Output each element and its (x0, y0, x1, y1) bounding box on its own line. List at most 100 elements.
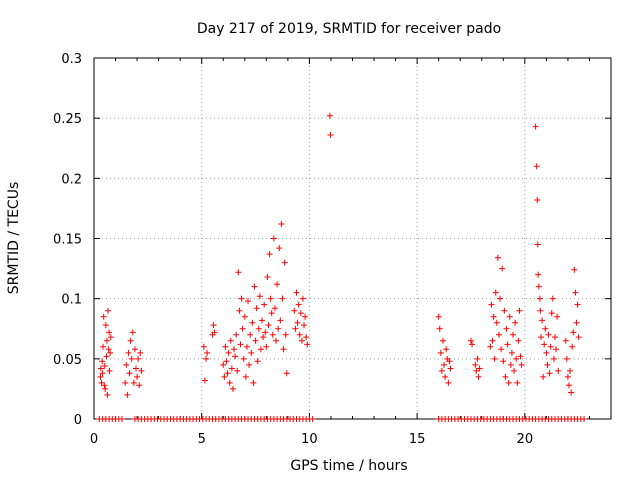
data-point (130, 379, 137, 386)
data-point (122, 379, 129, 386)
data-point (106, 367, 113, 374)
data-point (554, 313, 561, 320)
data-point (203, 355, 210, 362)
data-point (136, 382, 143, 389)
data-point (509, 331, 516, 338)
data-point (542, 325, 549, 332)
data-point (545, 331, 552, 338)
data-point (275, 325, 282, 332)
data-point (574, 301, 581, 308)
data-point (105, 307, 112, 314)
data-point (124, 391, 131, 398)
data-point (241, 313, 248, 320)
data-point (550, 355, 557, 362)
data-point (501, 307, 508, 314)
data-point (535, 283, 542, 290)
data-point (571, 266, 578, 273)
data-point (534, 241, 541, 248)
data-point (446, 358, 453, 365)
data-point (125, 349, 132, 356)
data-point (498, 346, 505, 353)
data-point (565, 382, 572, 389)
data-point (263, 343, 270, 350)
data-point (127, 337, 134, 344)
data-point (539, 317, 546, 324)
data-point (232, 353, 239, 360)
data-point (220, 361, 227, 368)
data-point (267, 295, 274, 302)
data-point (515, 337, 522, 344)
x-tick-label: 0 (90, 432, 98, 447)
data-point (303, 334, 310, 341)
x-axis-label: GPS time / hours (290, 458, 407, 474)
data-point (131, 346, 138, 353)
data-point (569, 343, 576, 350)
data-point (268, 310, 275, 317)
data-point (223, 358, 230, 365)
zero-data-point (119, 416, 126, 422)
data-point (99, 358, 106, 365)
data-point (540, 373, 547, 380)
data-point (563, 355, 570, 362)
data-point (129, 329, 136, 336)
data-point (229, 385, 236, 392)
data-point (546, 370, 553, 377)
y-axis-label: SRMTID / TECUs (6, 182, 22, 295)
data-point (269, 331, 276, 338)
data-point (126, 370, 133, 377)
data-point (236, 307, 243, 314)
data-point (278, 221, 285, 228)
data-point (499, 265, 506, 272)
data-point (100, 313, 107, 320)
data-point (254, 358, 261, 365)
data-point (508, 349, 515, 356)
data-point (226, 379, 233, 386)
data-point (513, 355, 520, 362)
data-point (260, 334, 267, 341)
data-point (441, 361, 448, 368)
data-point (489, 337, 496, 344)
data-point (494, 254, 501, 261)
data-point (252, 337, 259, 344)
data-point (294, 319, 301, 326)
data-point (238, 295, 245, 302)
data-point (535, 271, 542, 278)
data-point (291, 307, 298, 314)
data-point (282, 331, 289, 338)
data-point (201, 377, 208, 384)
data-point (292, 325, 299, 332)
x-tick-label: 5 (198, 432, 206, 447)
data-point (225, 349, 232, 356)
data-point (104, 391, 111, 398)
data-point (536, 295, 543, 302)
data-point (97, 365, 104, 372)
data-point (568, 389, 575, 396)
data-point (573, 319, 580, 326)
x-tick-label: 20 (517, 432, 534, 447)
data-point (227, 337, 234, 344)
data-point (101, 382, 108, 389)
data-point (234, 367, 241, 374)
data-point (544, 361, 551, 368)
data-point (240, 355, 247, 362)
data-point (107, 349, 114, 356)
data-point (243, 343, 250, 350)
data-point (200, 343, 207, 350)
y-tick-label: 0.2 (61, 172, 82, 187)
data-point (105, 346, 112, 353)
data-point (467, 337, 474, 344)
data-point (251, 283, 258, 290)
data-point (514, 379, 521, 386)
data-point (257, 346, 264, 353)
data-point (562, 337, 569, 344)
data-point (264, 274, 271, 281)
data-point (123, 361, 130, 368)
data-point (242, 373, 249, 380)
data-point (133, 365, 140, 372)
data-point (246, 361, 253, 368)
data-point (270, 235, 277, 242)
data-point (210, 322, 217, 329)
data-point (547, 343, 554, 350)
data-point (572, 289, 579, 296)
